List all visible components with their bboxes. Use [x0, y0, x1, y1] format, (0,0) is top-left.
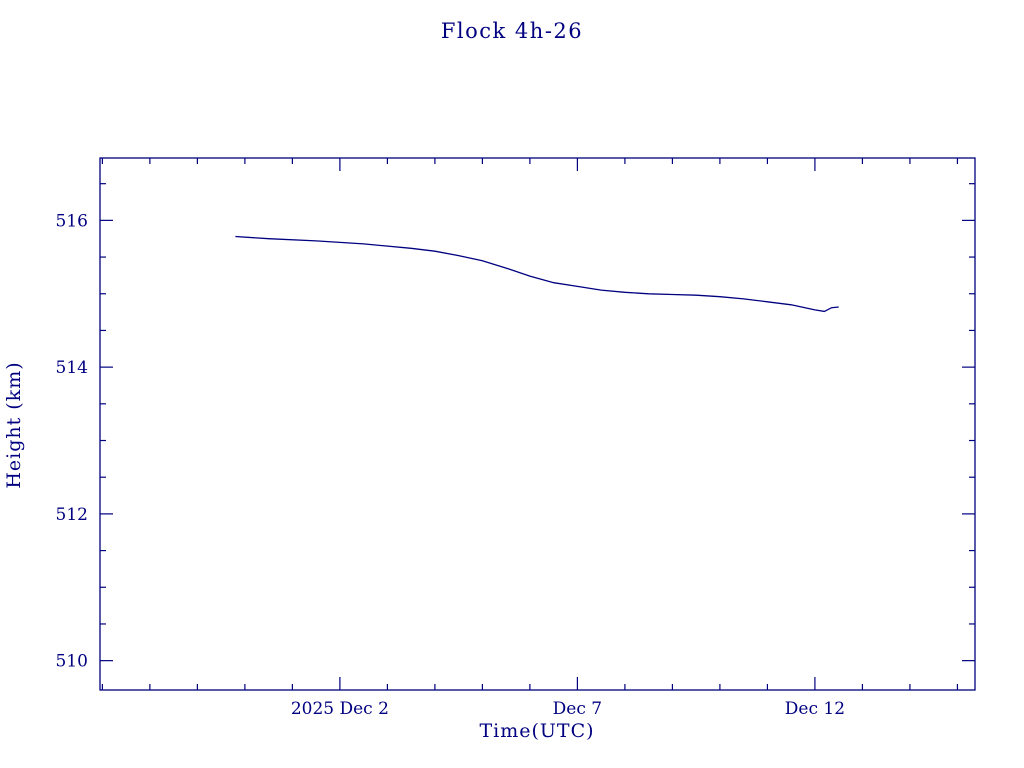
x-tick-label: 2025 Dec 2 — [291, 699, 389, 719]
axis-ticks — [100, 158, 975, 690]
y-axis-label: Height (km) — [3, 361, 25, 488]
plot-frame — [99, 157, 976, 691]
y-tick-label: 510 — [56, 652, 88, 672]
height-series-line — [235, 235, 839, 313]
x-tick-label: Dec 12 — [785, 699, 845, 719]
y-tick-label: 512 — [56, 505, 88, 525]
y-tick-label: 516 — [56, 211, 88, 231]
x-axis-label: Time(UTC) — [479, 720, 594, 742]
y-tick-label: 514 — [56, 358, 88, 378]
axis-tick-labels: 510 512 514 516 2025 Dec 2 Dec 7 Dec 12 — [56, 211, 845, 719]
x-tick-label: Dec 7 — [553, 699, 602, 719]
chart-title: Flock 4h-26 — [441, 19, 583, 43]
